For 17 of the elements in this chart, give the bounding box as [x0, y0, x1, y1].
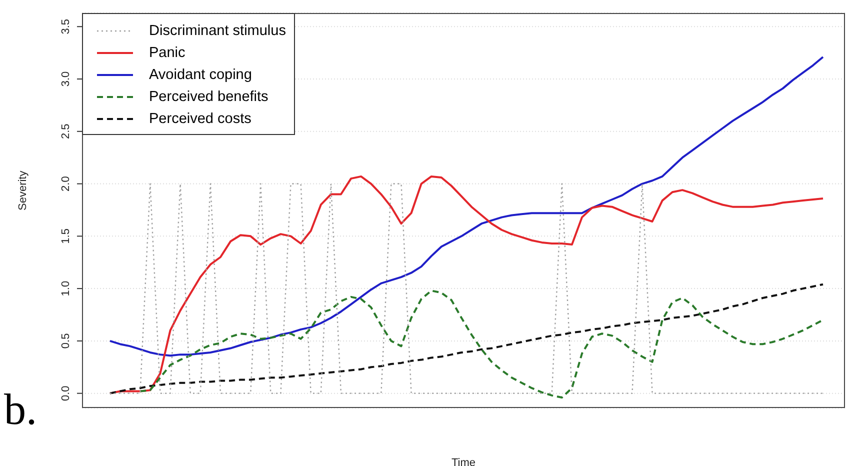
y-tick-label: 2.0 [60, 176, 72, 192]
y-axis-title: Severity [16, 170, 29, 210]
y-tick-label: 0.0 [60, 386, 72, 401]
y-tick-label: 1.5 [60, 228, 72, 244]
legend-label: Perceived benefits [149, 88, 268, 107]
legend-label: Discriminant stimulus [149, 22, 286, 41]
y-tick-label: 2.5 [60, 124, 72, 140]
text: b. [4, 385, 37, 434]
y-tick-label: 3.5 [60, 18, 72, 34]
line-series [109, 56, 824, 357]
legend-label: Perceived costs [149, 110, 252, 129]
y-tick-label: 0.5 [60, 333, 72, 349]
legend-label: Avoidant coping [149, 66, 252, 85]
legend-label: Panic [149, 44, 186, 63]
x-axis-title: Time [451, 457, 476, 466]
y-tick-label: 1.0 [60, 280, 72, 296]
y-tick-label: 3.0 [60, 71, 72, 87]
